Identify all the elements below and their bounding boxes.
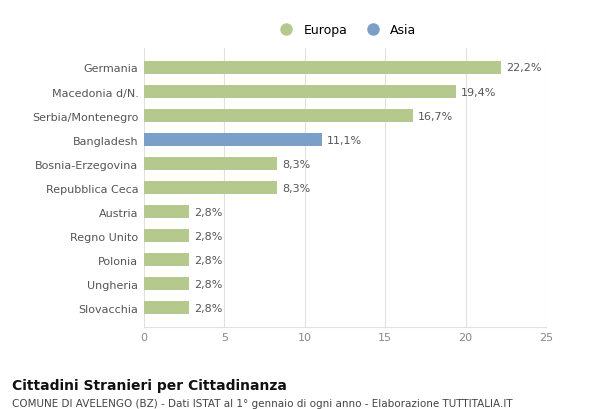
Text: 2,8%: 2,8% bbox=[194, 279, 222, 289]
Text: COMUNE DI AVELENGO (BZ) - Dati ISTAT al 1° gennaio di ogni anno - Elaborazione T: COMUNE DI AVELENGO (BZ) - Dati ISTAT al … bbox=[12, 398, 512, 407]
Text: 2,8%: 2,8% bbox=[194, 231, 222, 241]
Legend: Europa, Asia: Europa, Asia bbox=[269, 19, 421, 42]
Text: 2,8%: 2,8% bbox=[194, 255, 222, 265]
Text: 2,8%: 2,8% bbox=[194, 207, 222, 217]
Bar bbox=[144, 205, 189, 219]
Bar bbox=[144, 277, 189, 290]
Bar bbox=[144, 301, 189, 315]
Text: 22,2%: 22,2% bbox=[506, 63, 541, 73]
Bar bbox=[144, 110, 413, 123]
Text: 11,1%: 11,1% bbox=[328, 135, 362, 145]
Bar bbox=[144, 86, 456, 99]
Bar bbox=[144, 134, 322, 147]
Text: 8,3%: 8,3% bbox=[282, 183, 311, 193]
Bar bbox=[144, 254, 189, 267]
Text: Cittadini Stranieri per Cittadinanza: Cittadini Stranieri per Cittadinanza bbox=[12, 378, 287, 392]
Bar bbox=[144, 157, 277, 171]
Text: 19,4%: 19,4% bbox=[461, 87, 496, 97]
Text: 2,8%: 2,8% bbox=[194, 303, 222, 313]
Bar bbox=[144, 182, 277, 195]
Bar bbox=[144, 229, 189, 243]
Text: 8,3%: 8,3% bbox=[282, 159, 311, 169]
Text: 16,7%: 16,7% bbox=[418, 111, 452, 121]
Bar bbox=[144, 62, 501, 75]
